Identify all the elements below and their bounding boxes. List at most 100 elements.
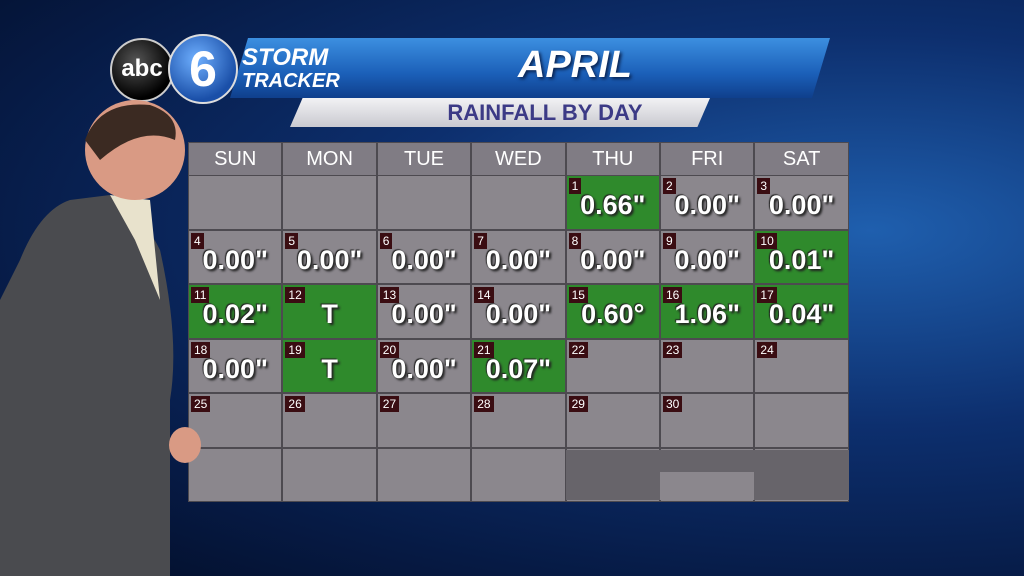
day-number: 8 xyxy=(568,232,582,249)
day-cell: 6 0.00" xyxy=(377,230,471,283)
rainfall-value: 0.00" xyxy=(391,299,457,329)
rainfall-value: 0.02" xyxy=(202,299,268,329)
day-number: 12 xyxy=(285,287,305,303)
rainfall-value: 0.00" xyxy=(296,244,363,275)
day-number: 25 xyxy=(191,396,211,412)
day-number: 2 xyxy=(663,178,676,194)
rainfall-value: 0.00" xyxy=(485,299,552,329)
day-cell xyxy=(472,448,565,501)
rainfall-value: 0.00" xyxy=(391,244,457,275)
day-cell: 8 0.00" xyxy=(566,230,659,283)
day-cell: 5 0.00" xyxy=(283,230,376,283)
day-cell: 17 0.04" xyxy=(755,285,848,338)
weekday-header: SUN xyxy=(189,143,282,175)
day-cell xyxy=(377,176,471,229)
channel-logo: 6 xyxy=(168,34,238,104)
day-number: 28 xyxy=(474,396,494,412)
day-cell xyxy=(755,394,848,447)
brand-line: TRACKER xyxy=(242,70,340,92)
day-number: 15 xyxy=(568,287,588,303)
day-number: 30 xyxy=(663,396,683,412)
day-cell: 16 1.06" xyxy=(661,285,754,338)
day-cell xyxy=(283,176,376,229)
rainfall-value: 0.07" xyxy=(485,353,552,384)
day-cell xyxy=(377,448,471,501)
day-cell: 15 0.60° xyxy=(566,285,659,338)
day-number: 11 xyxy=(191,287,210,303)
rainfall-value: 0.04" xyxy=(768,299,835,329)
suit xyxy=(0,195,174,576)
day-number: 3 xyxy=(757,178,771,194)
day-cell: 30 xyxy=(661,394,754,447)
day-cell: 4 0.00" xyxy=(189,230,282,283)
header-banner xyxy=(230,38,830,98)
day-cell: 29 xyxy=(566,394,659,447)
rainfall-value: 0.00" xyxy=(674,244,740,275)
rainfall-value: T xyxy=(321,299,338,329)
brand-line: STORM xyxy=(242,44,329,71)
day-cell: 18 0.00" xyxy=(189,339,282,392)
day-number: 19 xyxy=(285,341,305,358)
day-cell: 23 xyxy=(661,339,754,392)
title: APRIL xyxy=(518,44,632,86)
subtitle-bar xyxy=(290,98,710,127)
rainfall-value: 0.00" xyxy=(202,244,268,275)
day-number: 17 xyxy=(757,287,777,303)
day-cell xyxy=(189,448,282,501)
weekday-header: THU xyxy=(566,143,659,175)
rainfall-value: T xyxy=(321,353,338,384)
day-number: 10 xyxy=(757,232,777,249)
day-cell: 3 0.00" xyxy=(755,176,848,229)
day-cell: 11 0.02" xyxy=(189,285,282,338)
rainfall-value: 0.00" xyxy=(391,353,457,384)
day-number: 5 xyxy=(285,232,299,249)
weekday-header: SAT xyxy=(755,143,848,175)
weekday-header: TUE xyxy=(377,143,471,175)
calendar: SUN MON TUE WED THU FRI SAT 1 0.66" 2 0.00" 3 0.00" 4… xyxy=(188,142,849,502)
rainfall-value: 0.00" xyxy=(202,353,268,384)
day-cell: 21 0.07" xyxy=(472,339,565,392)
presenter xyxy=(0,100,201,576)
rainfall-value: 0.00" xyxy=(768,190,835,220)
hair xyxy=(85,104,176,160)
rainfall-value: 0.00" xyxy=(580,244,646,275)
day-cell xyxy=(472,176,565,229)
day-number: 23 xyxy=(663,341,683,358)
weekday-header: WED xyxy=(472,143,565,175)
rainfall-value: 1.06" xyxy=(674,299,740,329)
day-number: 9 xyxy=(663,232,676,249)
rainfall-value: 0.01" xyxy=(768,244,835,275)
day-cell: 7 0.00" xyxy=(472,230,565,283)
network-logo: abc xyxy=(110,38,174,102)
day-number: 7 xyxy=(474,232,487,249)
day-cell: 1 0.66" xyxy=(566,176,659,229)
day-number: 21 xyxy=(474,341,494,358)
rainfall-value: 0.66" xyxy=(580,190,646,220)
day-cell: 12 T xyxy=(283,285,376,338)
day-cell: 28 xyxy=(472,394,565,447)
shirt xyxy=(110,195,160,300)
day-number: 6 xyxy=(379,232,393,249)
day-cell: 10 0.01" xyxy=(755,230,848,283)
rainfall-value: 0.60° xyxy=(581,299,645,329)
day-number: 1 xyxy=(568,178,582,194)
overlay-box xyxy=(660,471,755,500)
day-cell: 22 xyxy=(566,339,659,392)
day-number: 26 xyxy=(285,396,305,412)
day-cell: 9 0.00" xyxy=(661,230,754,283)
weekday-header: FRI xyxy=(661,143,754,175)
day-number: 24 xyxy=(757,341,777,358)
day-number: 29 xyxy=(568,396,588,412)
rainfall-value: 0.00" xyxy=(485,244,552,275)
day-number: 16 xyxy=(663,287,683,303)
day-number: 13 xyxy=(379,287,400,303)
day-cell: 14 0.00" xyxy=(472,285,565,338)
day-cell xyxy=(189,176,282,229)
day-cell: 2 0.00" xyxy=(661,176,754,229)
day-number: 22 xyxy=(568,341,588,358)
hand xyxy=(169,427,201,463)
day-number: 4 xyxy=(191,232,204,249)
day-number: 20 xyxy=(379,341,400,358)
day-cell: 19 T xyxy=(283,339,376,392)
